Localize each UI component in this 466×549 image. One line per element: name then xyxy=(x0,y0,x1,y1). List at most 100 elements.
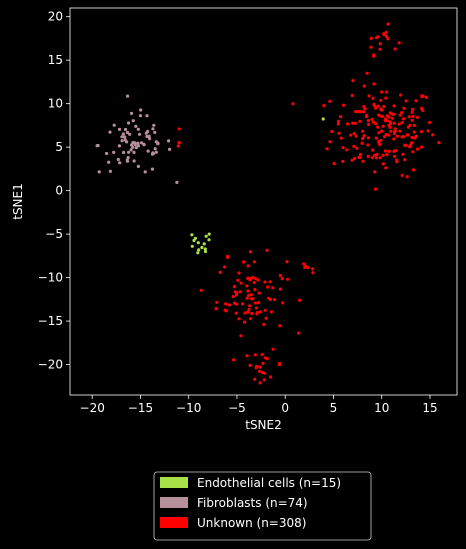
point-unknown xyxy=(379,98,383,102)
point-unknown xyxy=(322,104,326,108)
point-unknown xyxy=(353,156,357,161)
point-unknown xyxy=(412,123,416,127)
x-tick-label: −10 xyxy=(176,401,201,415)
point-unknown xyxy=(378,156,382,160)
point-unknown xyxy=(286,277,290,281)
point-unknown xyxy=(392,154,397,158)
point-unknown xyxy=(398,113,402,117)
point-unknown xyxy=(253,277,258,281)
point-unknown xyxy=(400,173,404,177)
point-fibroblasts xyxy=(146,149,150,153)
point-fibroblasts xyxy=(129,148,133,152)
point-fibroblasts xyxy=(125,159,130,163)
point-unknown xyxy=(365,71,369,75)
legend-swatch-fibroblasts xyxy=(160,497,188,508)
point-unknown xyxy=(199,288,203,292)
point-unknown xyxy=(378,47,382,51)
point-fibroblasts xyxy=(95,144,99,148)
point-unknown xyxy=(271,286,275,290)
point-unknown xyxy=(177,141,181,145)
point-unknown xyxy=(252,280,256,285)
point-unknown xyxy=(246,310,250,314)
point-fibroblasts xyxy=(175,180,179,184)
point-unknown xyxy=(383,117,387,121)
point-unknown xyxy=(397,41,401,45)
y-tick-label: 0 xyxy=(55,184,63,198)
point-unknown xyxy=(382,104,386,109)
point-unknown xyxy=(311,271,315,275)
point-unknown xyxy=(254,366,258,370)
point-unknown xyxy=(267,296,271,300)
point-unknown xyxy=(362,84,366,88)
point-unknown xyxy=(245,284,249,288)
point-unknown xyxy=(386,37,390,41)
point-unknown xyxy=(392,137,396,141)
point-fibroblasts xyxy=(152,123,156,127)
point-unknown xyxy=(278,362,282,366)
point-unknown xyxy=(390,116,394,120)
point-unknown xyxy=(381,124,385,128)
legend-label-endothelial: Endothelial cells (n=15) xyxy=(197,476,341,490)
x-axis-label: tSNE2 xyxy=(245,418,282,432)
point-unknown xyxy=(382,33,386,37)
point-unknown xyxy=(406,133,410,137)
point-unknown xyxy=(372,102,376,106)
point-unknown xyxy=(350,158,354,162)
point-fibroblasts xyxy=(120,139,124,143)
point-unknown xyxy=(372,153,377,157)
y-tick-label: 15 xyxy=(48,53,63,67)
point-unknown xyxy=(353,121,358,125)
point-unknown xyxy=(177,127,181,131)
y-tick-label: 10 xyxy=(48,97,63,111)
point-unknown xyxy=(257,300,261,305)
point-unknown xyxy=(273,298,277,302)
point-unknown xyxy=(351,121,355,125)
point-fibroblasts xyxy=(108,169,112,173)
point-endothelial xyxy=(196,241,200,245)
point-unknown xyxy=(381,162,385,166)
legend-label-unknown: Unknown (n=308) xyxy=(197,516,306,530)
point-unknown xyxy=(426,129,430,133)
point-unknown xyxy=(260,352,264,357)
point-unknown xyxy=(361,129,365,133)
legend-swatch-unknown xyxy=(160,517,188,528)
point-unknown xyxy=(278,273,282,278)
point-fibroblasts xyxy=(105,151,109,156)
point-unknown xyxy=(366,136,370,140)
point-unknown xyxy=(352,144,356,148)
point-unknown xyxy=(410,135,414,140)
point-unknown xyxy=(358,119,362,123)
point-unknown xyxy=(251,275,255,279)
point-unknown xyxy=(362,110,366,114)
point-fibroblasts xyxy=(116,157,120,162)
point-unknown xyxy=(369,36,373,41)
point-unknown xyxy=(330,129,334,134)
point-unknown xyxy=(431,133,435,137)
point-unknown xyxy=(336,122,340,126)
point-unknown xyxy=(411,114,415,119)
point-unknown xyxy=(245,354,249,358)
point-unknown xyxy=(278,287,282,291)
point-fibroblasts xyxy=(97,170,101,174)
point-unknown xyxy=(258,381,262,385)
point-fibroblasts xyxy=(150,167,154,171)
legend-box xyxy=(153,471,372,541)
point-unknown xyxy=(383,135,387,139)
point-endothelial xyxy=(190,244,194,248)
point-fibroblasts xyxy=(126,156,130,160)
point-fibroblasts xyxy=(153,130,157,134)
point-unknown xyxy=(232,358,236,362)
point-fibroblasts xyxy=(131,140,135,145)
point-unknown xyxy=(328,140,332,144)
point-unknown xyxy=(264,316,268,320)
point-unknown xyxy=(420,94,424,98)
point-unknown xyxy=(246,289,250,293)
point-unknown xyxy=(262,322,266,327)
point-unknown xyxy=(214,307,218,311)
point-unknown xyxy=(371,96,375,100)
point-unknown xyxy=(394,148,398,153)
point-unknown xyxy=(352,132,356,136)
point-fibroblasts xyxy=(147,134,151,138)
point-unknown xyxy=(411,150,415,154)
